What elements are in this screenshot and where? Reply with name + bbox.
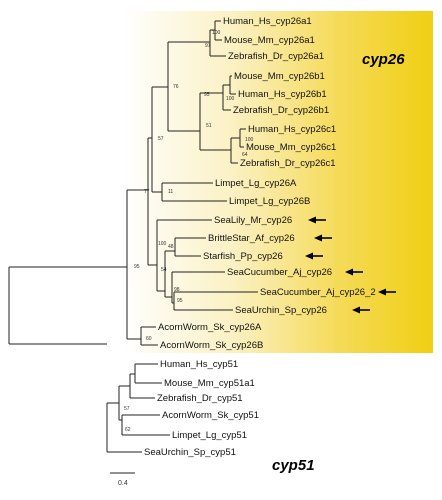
taxon-label: AcornWorm_Sk_cyp51 (162, 410, 259, 421)
taxon-labels: Human_Hs_cyp26a1 Mouse_Mm_cyp26a1 Zebraf… (144, 16, 376, 458)
arrow-icon (308, 216, 326, 224)
taxon-label: Limpet_Lg_cyp26B (229, 196, 310, 207)
support-value: 57 (158, 136, 164, 142)
taxon-label: BrittleStar_Af_cyp26 (208, 233, 295, 244)
support-value: 11 (168, 189, 173, 195)
support-value: 62 (125, 427, 131, 433)
arrow-icon (345, 268, 363, 276)
taxon-label: AcornWorm_Sk_cyp26B (160, 340, 263, 351)
taxon-label: Human_Hs_cyp26b1 (238, 89, 327, 100)
echinoderm-arrows (305, 216, 396, 314)
taxon-label: Mouse_Mm_cyp26a1 (224, 35, 315, 46)
taxon-label: Limpet_Lg_cyp51 (172, 430, 247, 441)
support-value: 77 (144, 189, 150, 195)
support-value: 51 (206, 123, 212, 129)
taxon-label: SeaUrchin_Sp_cyp26 (235, 305, 327, 316)
taxon-label: Human_Hs_cyp26a1 (223, 16, 312, 27)
taxon-label: Limpet_Lg_cyp26A (215, 178, 297, 189)
taxon-label: SeaLily_Mr_cyp26 (214, 215, 292, 226)
arrow-icon (352, 306, 370, 314)
support-value: 57 (124, 406, 130, 412)
support-value: 100 (226, 96, 235, 102)
support-value: 100 (245, 137, 254, 143)
taxon-label: AcornWorm_Sk_cyp26A (158, 322, 262, 333)
taxon-label: SeaCucumber_Aj_cyp26_2 (260, 287, 376, 298)
taxon-label: Zebrafish_Dr_cyp26b1 (233, 105, 329, 116)
scale-bar-label: 0.4 (118, 480, 128, 487)
tree-branches (8, 20, 258, 453)
support-value: 95 (177, 298, 183, 304)
cyp51-clade-label: cyp51 (272, 457, 315, 474)
support-value: 54 (161, 267, 167, 273)
arrow-icon (314, 234, 332, 242)
scale-bar: 0.4 (110, 472, 135, 487)
arrow-icon (305, 252, 323, 260)
support-value: 100 (158, 241, 167, 247)
taxon-label: Mouse_Mm_cyp51a1 (164, 378, 255, 389)
support-value: 60 (146, 336, 152, 342)
support-value: 95 (204, 92, 210, 98)
taxon-label: Zebrafish_Dr_cyp26c1 (240, 158, 336, 169)
taxon-label: SeaCucumber_Aj_cyp26 (227, 267, 332, 278)
cyp26-clade-label: cyp26 (362, 51, 405, 68)
taxon-label: Mouse_Mm_cyp26b1 (234, 71, 325, 82)
taxon-label: Human_Hs_cyp26c1 (248, 124, 336, 135)
support-value: 48 (168, 244, 174, 250)
support-value: 76 (173, 84, 179, 90)
arrow-icon (378, 288, 396, 296)
taxon-label: Zebrafish_Dr_cyp26a1 (228, 51, 324, 62)
support-value: 64 (242, 152, 248, 158)
support-value: 100 (212, 30, 221, 36)
taxon-label: Human_Hs_cyp51 (160, 359, 238, 370)
cyp26-clade-highlight (123, 11, 433, 353)
taxon-label: Starfish_Pp_cyp26 (203, 251, 283, 262)
support-value: 97 (205, 43, 211, 49)
taxon-label: SeaUrchin_Sp_cyp51 (144, 447, 236, 458)
taxon-label: Zebrafish_Dr_cyp51 (157, 393, 243, 404)
taxon-label: Mouse_Mm_cyp26c1 (246, 142, 336, 153)
support-value: 95 (134, 264, 140, 270)
support-values: 100 97 76 100 95 100 64 51 57 77 11 100 … (124, 30, 254, 433)
support-value: 98 (174, 287, 180, 293)
